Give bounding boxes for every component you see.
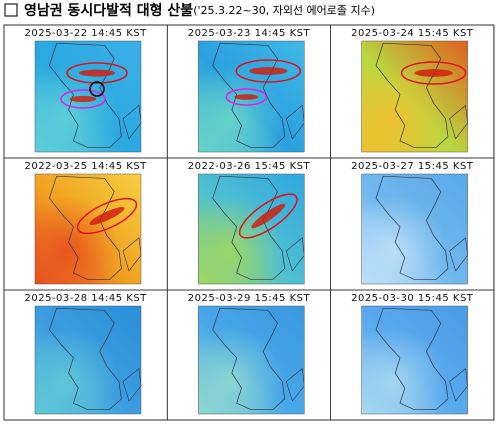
satellite-map (361, 40, 468, 153)
panel-label: 2025-03-24 15:45 KST (351, 28, 474, 39)
plume (69, 95, 97, 103)
panel-label: 2022-03-25 14:45 KST (24, 161, 147, 172)
plume (414, 69, 453, 77)
plume (251, 203, 286, 229)
panel-label: 2025-03-23 14:45 KST (188, 28, 311, 39)
map-haze (361, 41, 468, 152)
highlight-ellipse (60, 89, 106, 109)
plume (249, 67, 288, 75)
map-frame (198, 305, 305, 415)
coastline (49, 307, 122, 411)
panel-label: 2025-03-29 15:45 KST (188, 293, 311, 304)
satellite-map (34, 305, 142, 415)
map-haze (198, 174, 305, 284)
map-haze (361, 306, 468, 414)
map-frame (34, 173, 142, 285)
map-haze (35, 174, 141, 284)
highlight-ellipse (235, 59, 302, 83)
satellite-map (198, 305, 305, 415)
title: 영남권 동시다발적 대형 산불('25.3.22~30, 자외선 에어로졸 지수… (24, 2, 375, 19)
coastline (375, 175, 449, 280)
coastline (375, 307, 449, 411)
satellite-map (198, 40, 305, 153)
map-frame (34, 40, 142, 153)
title-main: 영남권 동시다발적 대형 산불 (24, 2, 193, 19)
coastline (375, 42, 449, 148)
map-frame (34, 305, 142, 415)
map-frame (361, 40, 468, 153)
highlight-circle (89, 81, 105, 97)
plume (79, 69, 115, 77)
map-frame (198, 40, 305, 153)
panel-label: 2025-03-22 14:45 KST (24, 28, 147, 39)
highlight-ellipse (76, 197, 138, 235)
coastline (212, 175, 286, 280)
highlight-ellipse (66, 62, 128, 84)
satellite-map (198, 173, 305, 285)
highlight-ellipse (225, 88, 268, 106)
coastline (212, 307, 286, 411)
satellite-map (361, 173, 468, 285)
figure-table: 2025-03-22 14:45 KST 2025-03-23 14:45 KST… (3, 24, 495, 421)
highlight-ellipse (400, 61, 467, 85)
satellite-map (361, 305, 468, 415)
satellite-map (34, 173, 142, 285)
map-haze (198, 306, 305, 414)
panel-label: 2022-03-26 15:45 KST (188, 161, 311, 172)
highlight-ellipse (238, 193, 298, 239)
map-frame (361, 173, 468, 285)
panel-label: 2025-03-28 14:45 KST (24, 293, 147, 304)
map-haze (35, 306, 141, 414)
plume (234, 94, 259, 100)
map-frame (198, 173, 305, 285)
map-haze (361, 174, 468, 284)
panel-label: 2025-03-30 15:45 KST (351, 293, 474, 304)
bullet-box (4, 3, 18, 17)
coastline (49, 42, 122, 148)
map-frame (361, 305, 468, 415)
plume (89, 207, 125, 225)
satellite-map (34, 40, 142, 153)
table-cell (330, 289, 495, 421)
panel-label: 2025-03-27 15:45 KST (351, 161, 474, 172)
title-note: ('25.3.22~30, 자외선 에어로졸 지수) (193, 4, 375, 17)
